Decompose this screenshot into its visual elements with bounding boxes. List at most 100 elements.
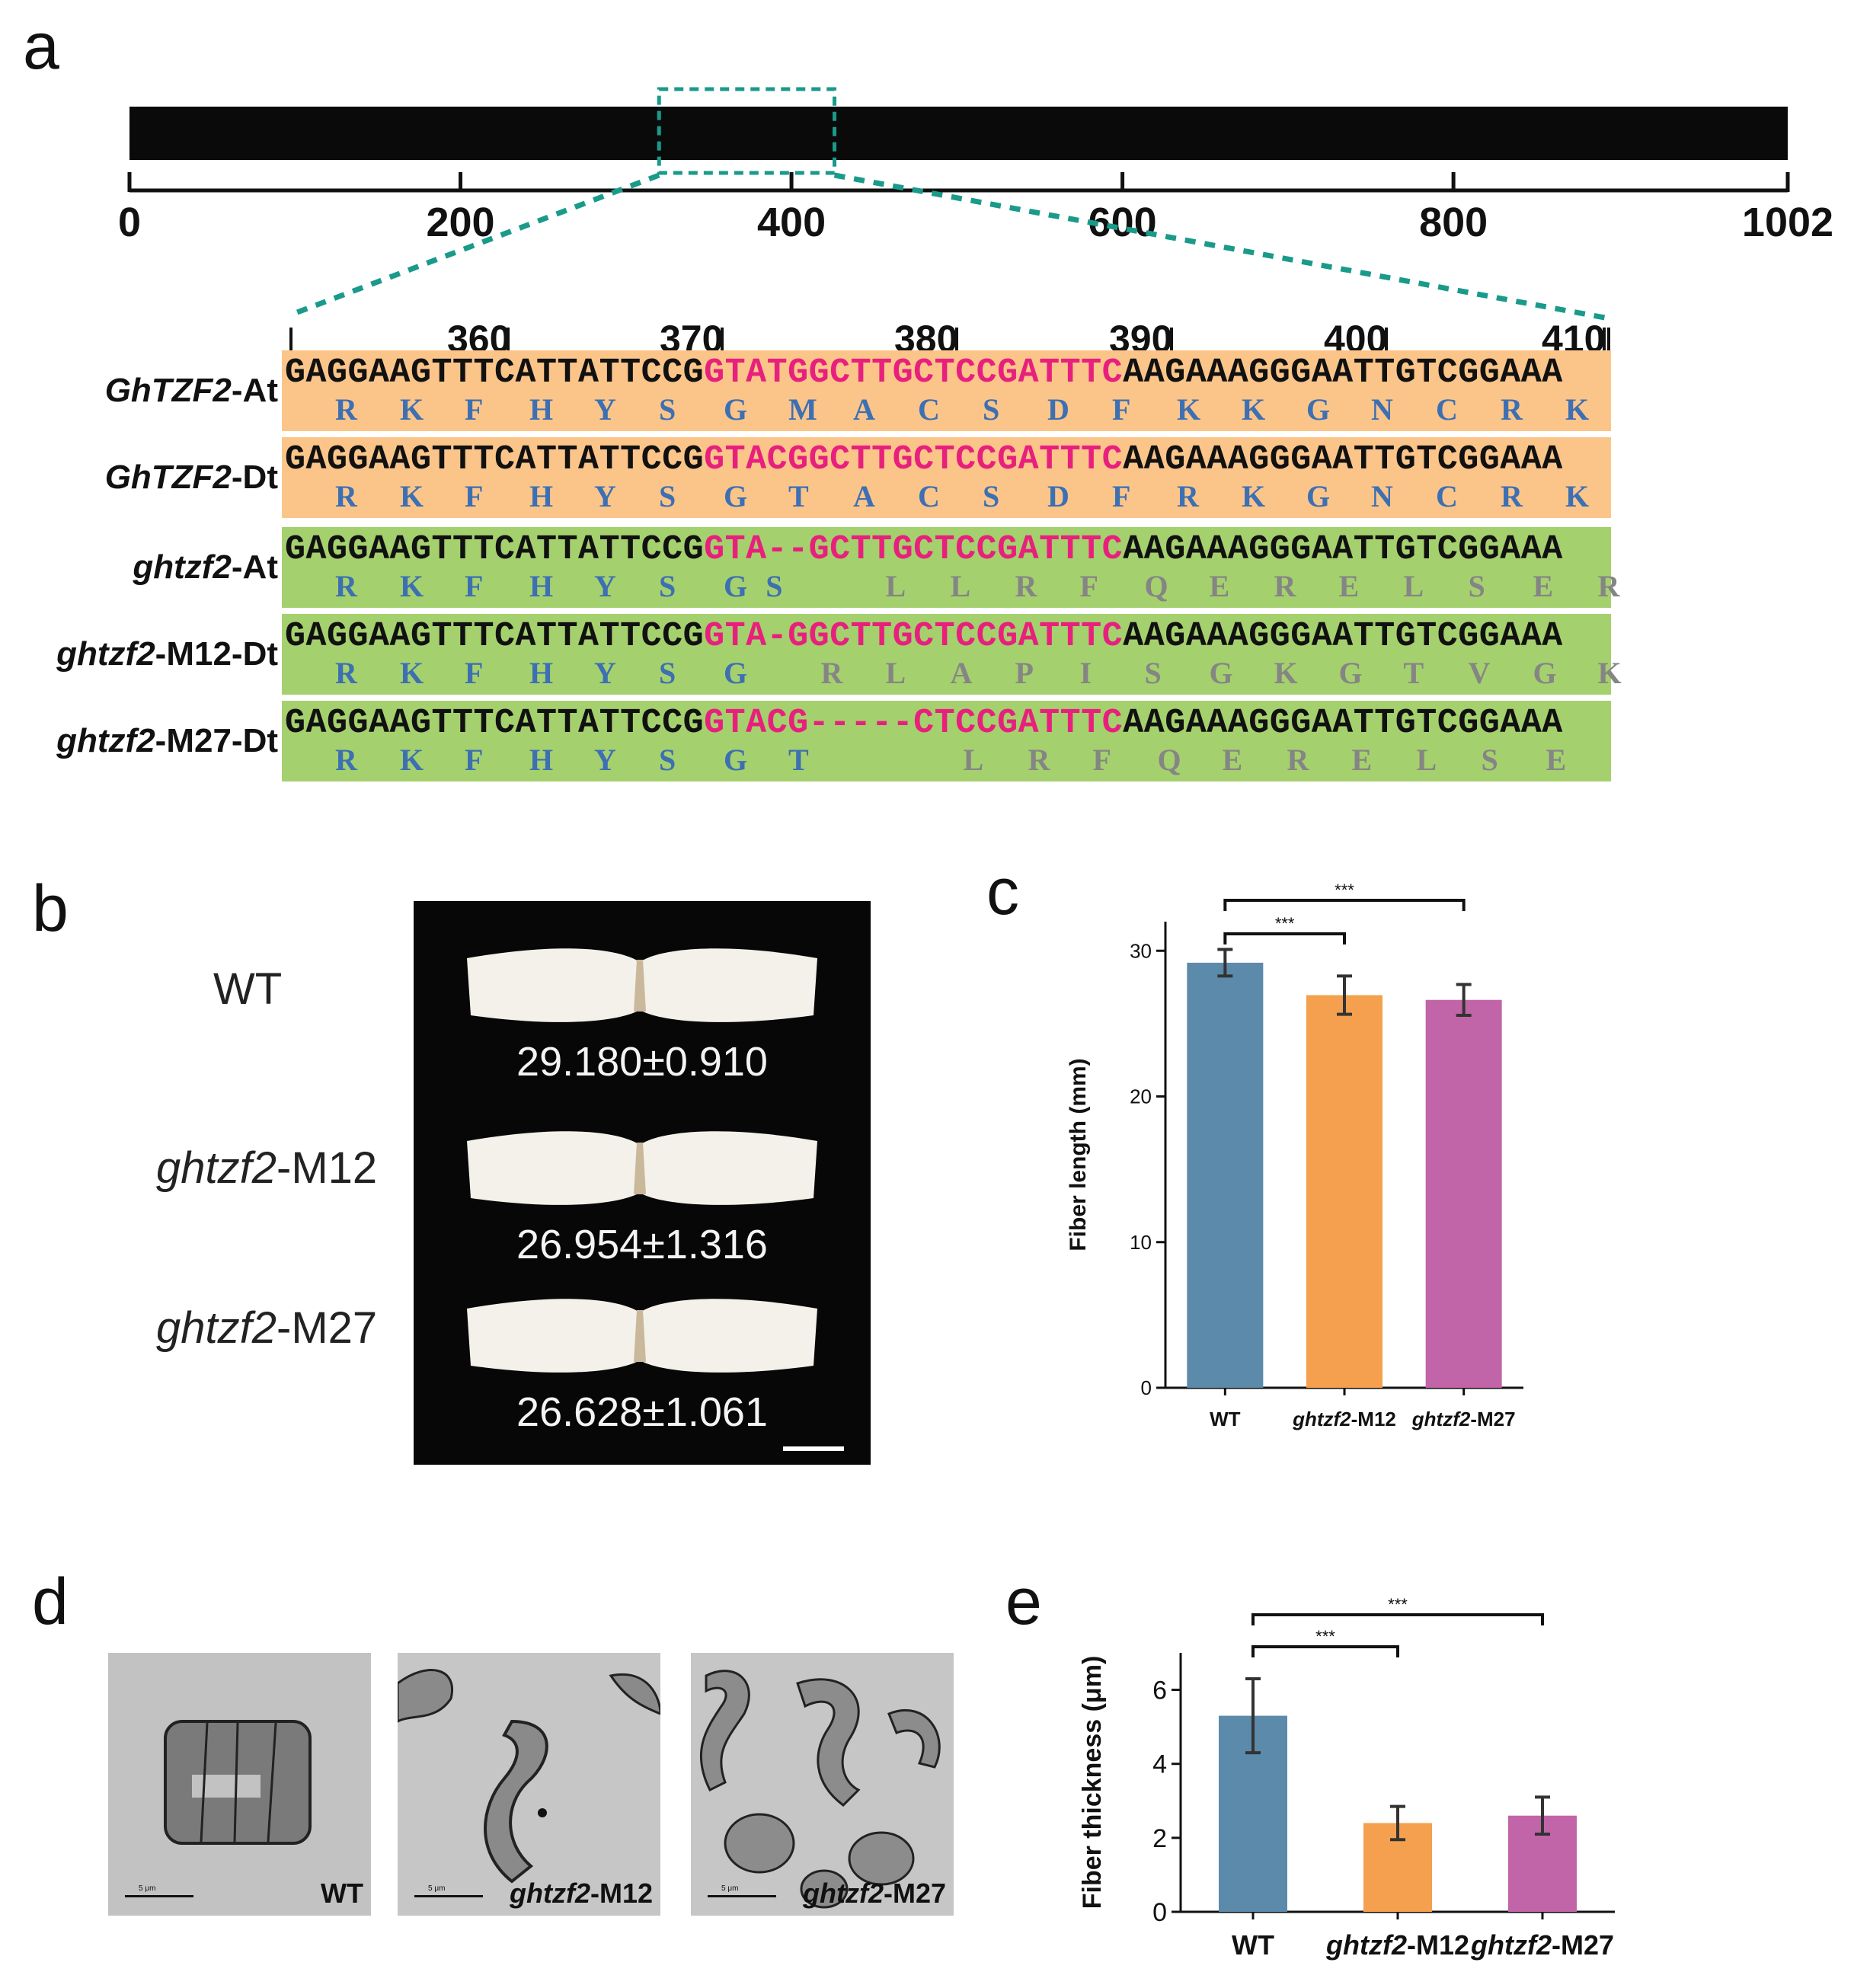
tem-image-m27: 5 μm ghtzf2-M27	[691, 1653, 954, 1916]
sgrna-target-sequence: GTATGGCTTGCTCCGATTTC	[704, 353, 1124, 392]
fiber-photo: 29.180±0.910 26.954±1.316 26.628±1.061	[414, 901, 871, 1465]
tem-scale-bar-m27	[708, 1895, 776, 1897]
amino-acid: L	[885, 656, 906, 690]
panel-label-c: c	[986, 855, 1019, 928]
amino-acid: D	[1047, 392, 1069, 427]
y-tick-label: 20	[1130, 1085, 1152, 1108]
amino-acid: I	[1079, 656, 1092, 690]
gene-tick-label-0: 0	[118, 200, 141, 245]
significance-label: ***	[1388, 1595, 1408, 1614]
amino-acid: K	[400, 479, 424, 513]
dna-segment: GAGGAAGTTTCATTATTCCG	[285, 530, 705, 569]
amino-acid: S	[659, 569, 676, 603]
dna-segment: AAGAAAGGGAATTGTCGGAAA	[1123, 704, 1563, 743]
alignment-box: GAGGAAGTTTCATTATTCCGGTA--GCTTGCTCCGATTTC…	[282, 527, 1619, 608]
amino-acid: K	[400, 392, 424, 427]
y-axis-label: Fiber length (mm)	[1066, 1058, 1091, 1251]
amino-acid: C	[918, 392, 940, 427]
amino-acid: R	[1501, 392, 1523, 427]
amino-acid: C	[1436, 479, 1458, 513]
tem-label-wt: WT	[321, 1878, 363, 1909]
amino-acid: R	[1274, 569, 1296, 603]
amino-acid: F	[465, 392, 484, 427]
amino-acid: R	[335, 569, 357, 603]
amino-acid: G	[724, 479, 748, 513]
panel-label-b: b	[32, 872, 69, 945]
x-tick-label: ghtzf2-M12	[1292, 1408, 1396, 1430]
amino-acid: L	[1416, 743, 1437, 777]
panel-label-d: d	[32, 1565, 69, 1638]
panel-label-e: e	[1005, 1565, 1042, 1638]
sequence-alignment: GhTZF2-At GAGGAAGTTTCATTATTCCGGTATGGCTTGC…	[30, 350, 1630, 788]
y-tick-label: 2	[1152, 1824, 1167, 1853]
amino-acid: N	[1371, 392, 1393, 427]
amino-acid: S	[659, 479, 676, 513]
amino-acid: K	[1565, 479, 1590, 513]
amino-acid: F	[1112, 479, 1131, 513]
sgrna-target-sequence: GTA-GGCTTGCTCCGATTTC	[704, 617, 1124, 656]
amino-acid: T	[788, 479, 809, 513]
dna-segment: AAGAAAGGGAATTGTCGGAAA	[1123, 353, 1563, 392]
amino-acid: M	[788, 392, 817, 427]
amino-acid: G	[724, 656, 748, 690]
alignment-row: GhTZF2-At GAGGAAGTTTCATTATTCCGGTATGGCTTGC…	[30, 350, 1630, 431]
amino-acid: T	[1403, 656, 1424, 690]
amino-acid: G	[724, 569, 748, 603]
amino-acid: R	[820, 656, 843, 690]
amino-acid: K	[1274, 656, 1298, 690]
gene-tick-label-600: 600	[1088, 200, 1157, 245]
dna-segment: AAGAAAGGGAATTGTCGGAAA	[1123, 440, 1563, 479]
tem-image-wt: 5 μm WT	[108, 1653, 371, 1916]
dna-sequence: GAGGAAGTTTCATTATTCCGGTACGGCTTGCTCCGATTTC…	[285, 440, 1563, 479]
amino-acid: P	[1015, 656, 1034, 690]
sgrna-target-sequence: GTA--GCTTGCTCCGATTTC	[704, 530, 1124, 569]
gene-tick-label-200: 200	[426, 200, 494, 245]
fiber-length-chart: 0 10 20 30 Fiber length (mm) WT ghtzf2-M12 ghtz…	[1066, 881, 1523, 1430]
gene-tick-label-800: 800	[1419, 200, 1488, 245]
dna-segment: GAGGAAGTTTCATTATTCCG	[285, 704, 705, 743]
amino-acid: E	[1222, 743, 1243, 777]
dna-sequence: GAGGAAGTTTCATTATTCCGGTACG-----CTCCGATTTC…	[285, 704, 1563, 743]
y-axis-label: Fiber thickness (μm)	[1078, 1656, 1107, 1910]
amino-acid: G	[724, 743, 748, 777]
amino-acid: S	[659, 392, 676, 427]
tem-scale-text-m27: 5 μm	[721, 1884, 739, 1893]
dna-sequence: GAGGAAGTTTCATTATTCCGGTATGGCTTGCTCCGATTTC…	[285, 353, 1563, 392]
amino-acid: R	[1015, 569, 1037, 603]
x-tick-label: WT	[1210, 1408, 1241, 1430]
dna-sequence: GAGGAAGTTTCATTATTCCGGTA--GCTTGCTCCGATTTC…	[285, 530, 1563, 569]
amino-acid: Y	[594, 392, 616, 427]
bar	[1306, 995, 1383, 1388]
tem-scale-text-wt: 5 μm	[139, 1884, 156, 1893]
sgrna-target-sequence: GTACGGCTTGCTCCGATTTC	[704, 440, 1124, 479]
row-name: ghtzf2-M12-Dt	[56, 635, 278, 673]
zoom-line-right	[833, 172, 1609, 321]
amino-acid: G	[1533, 656, 1557, 690]
tem-label-m27: ghtzf2-M27	[802, 1878, 946, 1909]
amino-acid: Y	[594, 569, 616, 603]
y-tick-label: 4	[1152, 1750, 1167, 1779]
fiber-bundle-wt	[467, 948, 817, 1022]
row-name: GhTZF2-Dt	[104, 459, 278, 496]
amino-acid: T	[788, 743, 809, 777]
amino-acid: K	[1597, 656, 1622, 690]
amino-acid: G	[1306, 479, 1331, 513]
dna-segment: GAGGAAGTTTCATTATTCCG	[285, 440, 705, 479]
zoom-line-left	[292, 172, 660, 317]
amino-acid: E	[1351, 743, 1373, 777]
row-name: GhTZF2-At	[104, 372, 278, 409]
measurement-m27: 26.628±1.061	[516, 1389, 768, 1435]
dna-segment: AAGAAAGGGAATTGTCGGAAA	[1123, 530, 1563, 569]
significance-label: ***	[1315, 1627, 1335, 1646]
amino-acid: R	[335, 743, 357, 777]
significance-label: ***	[1275, 914, 1295, 933]
amino-acid: E	[1533, 569, 1554, 603]
alignment-row: ghtzf2-M27-Dt GAGGAAGTTTCATTATTCCGGTACG--…	[30, 701, 1630, 781]
dna-sequence: GAGGAAGTTTCATTATTCCGGTA-GGCTTGCTCCGATTTC…	[285, 617, 1563, 656]
y-tick-label: 0	[1141, 1376, 1152, 1399]
amino-acid: F	[1112, 392, 1131, 427]
tem-label-m12: ghtzf2-M12	[509, 1878, 653, 1909]
